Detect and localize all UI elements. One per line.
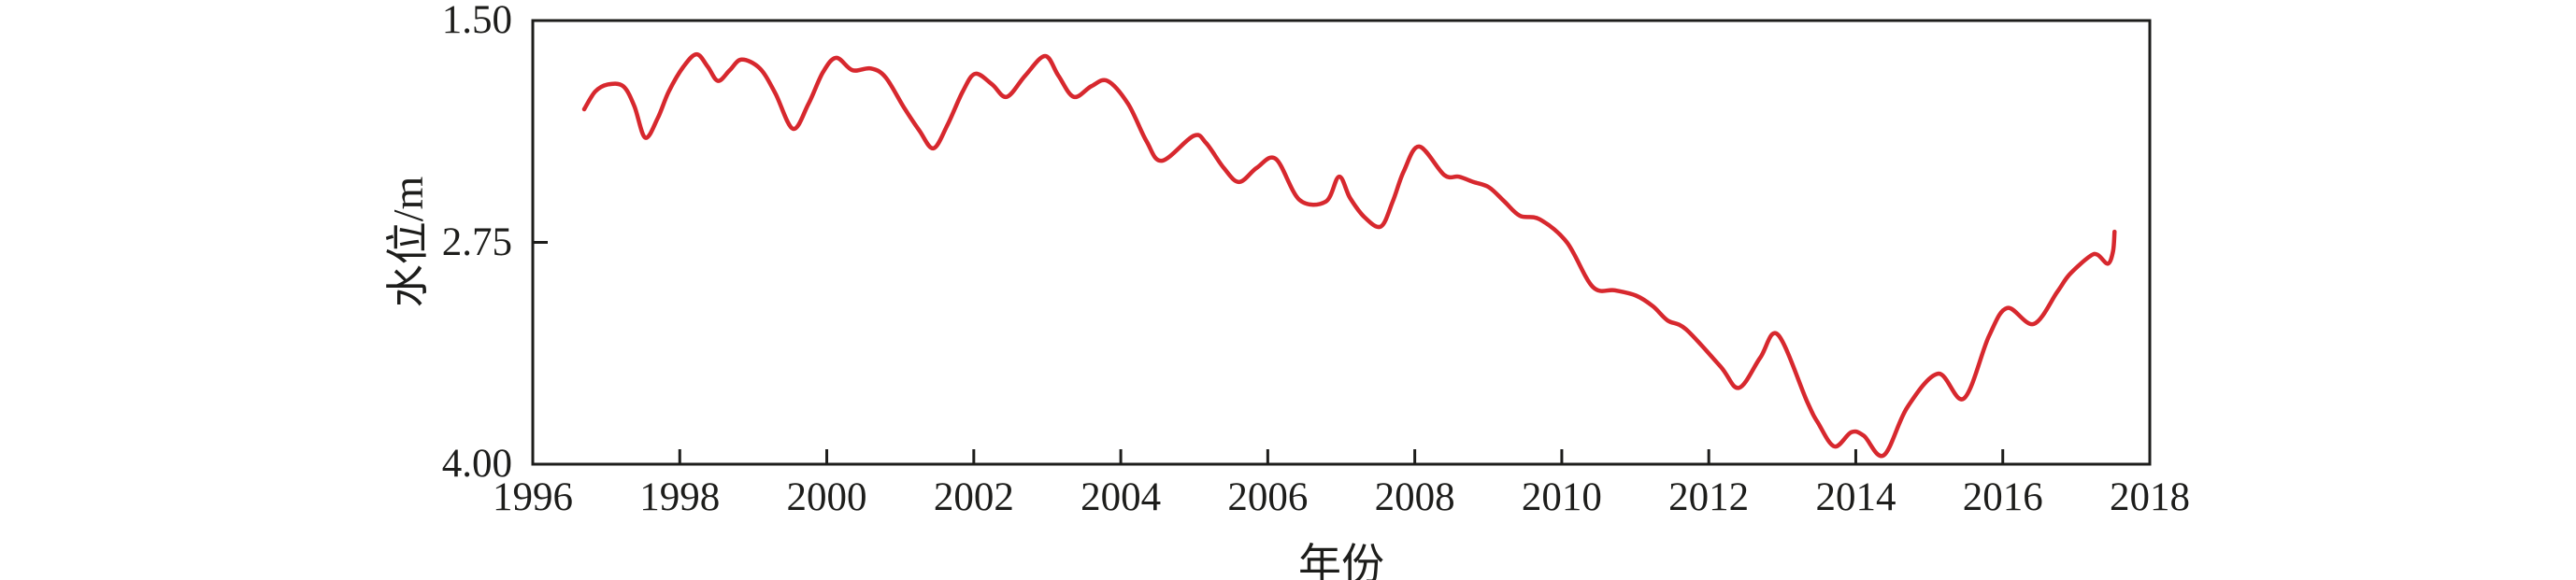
x-tick-label-2008: 2008 xyxy=(1374,475,1455,519)
x-tick-label-2004: 2004 xyxy=(1080,475,1162,519)
x-tick-label-2010: 2010 xyxy=(1521,475,1602,519)
plot-border xyxy=(531,19,2152,466)
water-level-line xyxy=(581,51,2117,459)
x-tick-label-2002: 2002 xyxy=(933,475,1014,519)
x-tick-label-2000: 2000 xyxy=(786,475,867,519)
y-tick-label-4.00: 4.00 xyxy=(441,442,512,486)
x-tick-label-2016: 2016 xyxy=(1962,475,2043,519)
y-axis-title: 水位/m xyxy=(384,176,432,308)
x-axis-title: 年份 xyxy=(1298,541,1384,580)
x-tick-label-2006: 2006 xyxy=(1227,475,1309,519)
x-tick-label-1998: 1998 xyxy=(639,475,721,519)
y-tick-label-1.50: 1.50 xyxy=(441,0,512,42)
x-tick-label-2012: 2012 xyxy=(1668,475,1750,519)
y-tick-label-2.75: 2.75 xyxy=(441,219,512,264)
x-tick-label-2018: 2018 xyxy=(2110,475,2190,519)
x-tick-label-1996: 1996 xyxy=(493,475,573,519)
x-tick-label-2014: 2014 xyxy=(1815,475,1896,519)
